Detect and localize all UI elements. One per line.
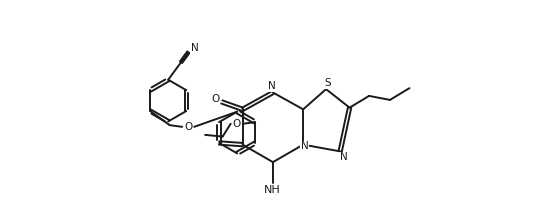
Text: N: N xyxy=(191,43,199,53)
Text: O: O xyxy=(233,119,241,129)
Text: N: N xyxy=(268,82,276,92)
Text: NH: NH xyxy=(264,185,280,195)
Text: O: O xyxy=(211,94,219,104)
Text: N: N xyxy=(340,152,348,162)
Text: O: O xyxy=(184,122,192,132)
Text: S: S xyxy=(324,78,331,88)
Text: N: N xyxy=(301,141,309,151)
